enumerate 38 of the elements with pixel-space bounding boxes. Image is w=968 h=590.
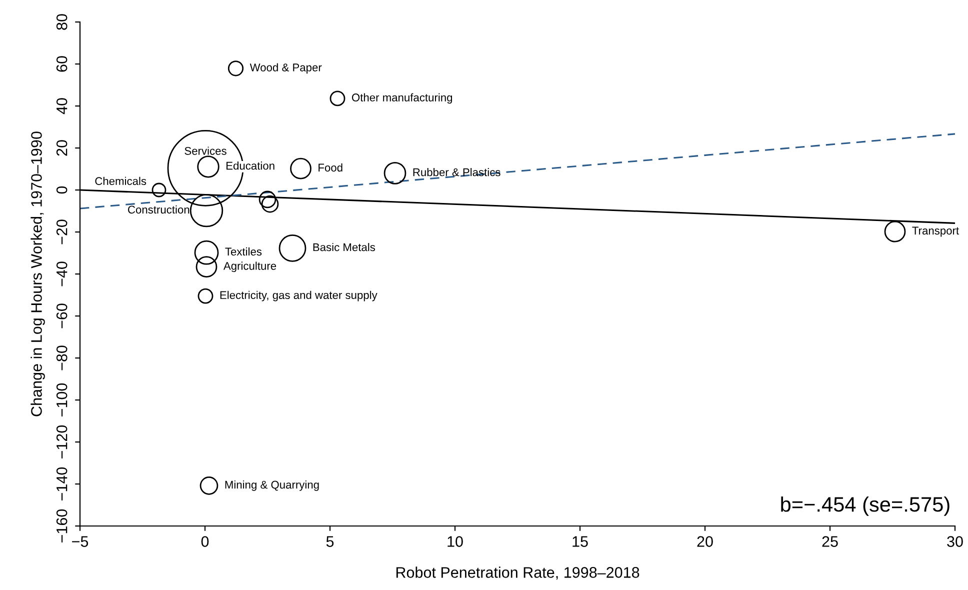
annotation: Electricity, gas and water supply [220, 290, 378, 302]
y-tick-label: 60 [56, 56, 68, 72]
y-tick-label: −80 [56, 346, 68, 370]
y-tick-label: −140 [56, 467, 68, 500]
x-tick-label: 20 [697, 536, 713, 547]
annotation: Construction [128, 205, 190, 214]
x-axis-title: Robot Penetration Rate, 1998–2018 [396, 566, 640, 580]
x-tick-label: 5 [326, 536, 334, 547]
y-tick-label: 0 [56, 186, 68, 194]
y-tick-label: −20 [56, 220, 68, 244]
y-tick-label: −100 [56, 383, 68, 416]
annotation: Education [226, 162, 274, 170]
y-tick-label: −120 [56, 425, 68, 458]
annotation: Agriculture [223, 262, 276, 272]
annotation: Services [184, 146, 226, 155]
x-tick-label: 10 [448, 536, 463, 547]
annotation: Mining & Quarrying [225, 480, 319, 491]
annotation: Textiles [225, 247, 262, 256]
x-tick-label: 30 [947, 536, 963, 547]
annotation: Rubber & Plastics [413, 168, 500, 176]
y-tick-label: 80 [56, 14, 68, 30]
annotation: Food [318, 163, 342, 172]
x-tick-label: 15 [572, 536, 588, 547]
x-tick-label: 0 [201, 536, 209, 547]
y-tick-label: −160 [56, 509, 68, 542]
y-tick-label: 40 [56, 98, 68, 114]
annotation: Transport [912, 226, 959, 237]
annotation: Basic Metals [313, 242, 376, 252]
y-axis-title: Change in Log Hours Worked, 1970–1990 [30, 132, 45, 416]
y-tick-label: −40 [56, 262, 68, 286]
annotation: b=−.454 (se=.575) [781, 496, 950, 516]
annotation: Chemicals [95, 176, 146, 186]
y-tick-label: 20 [56, 140, 68, 156]
x-tick-label: −5 [72, 536, 88, 547]
x-tick-label: 25 [822, 536, 838, 547]
annotation: Other manufacturing [352, 93, 452, 104]
y-tick-label: −60 [56, 304, 68, 328]
annotation: Wood & Paper [250, 63, 322, 74]
